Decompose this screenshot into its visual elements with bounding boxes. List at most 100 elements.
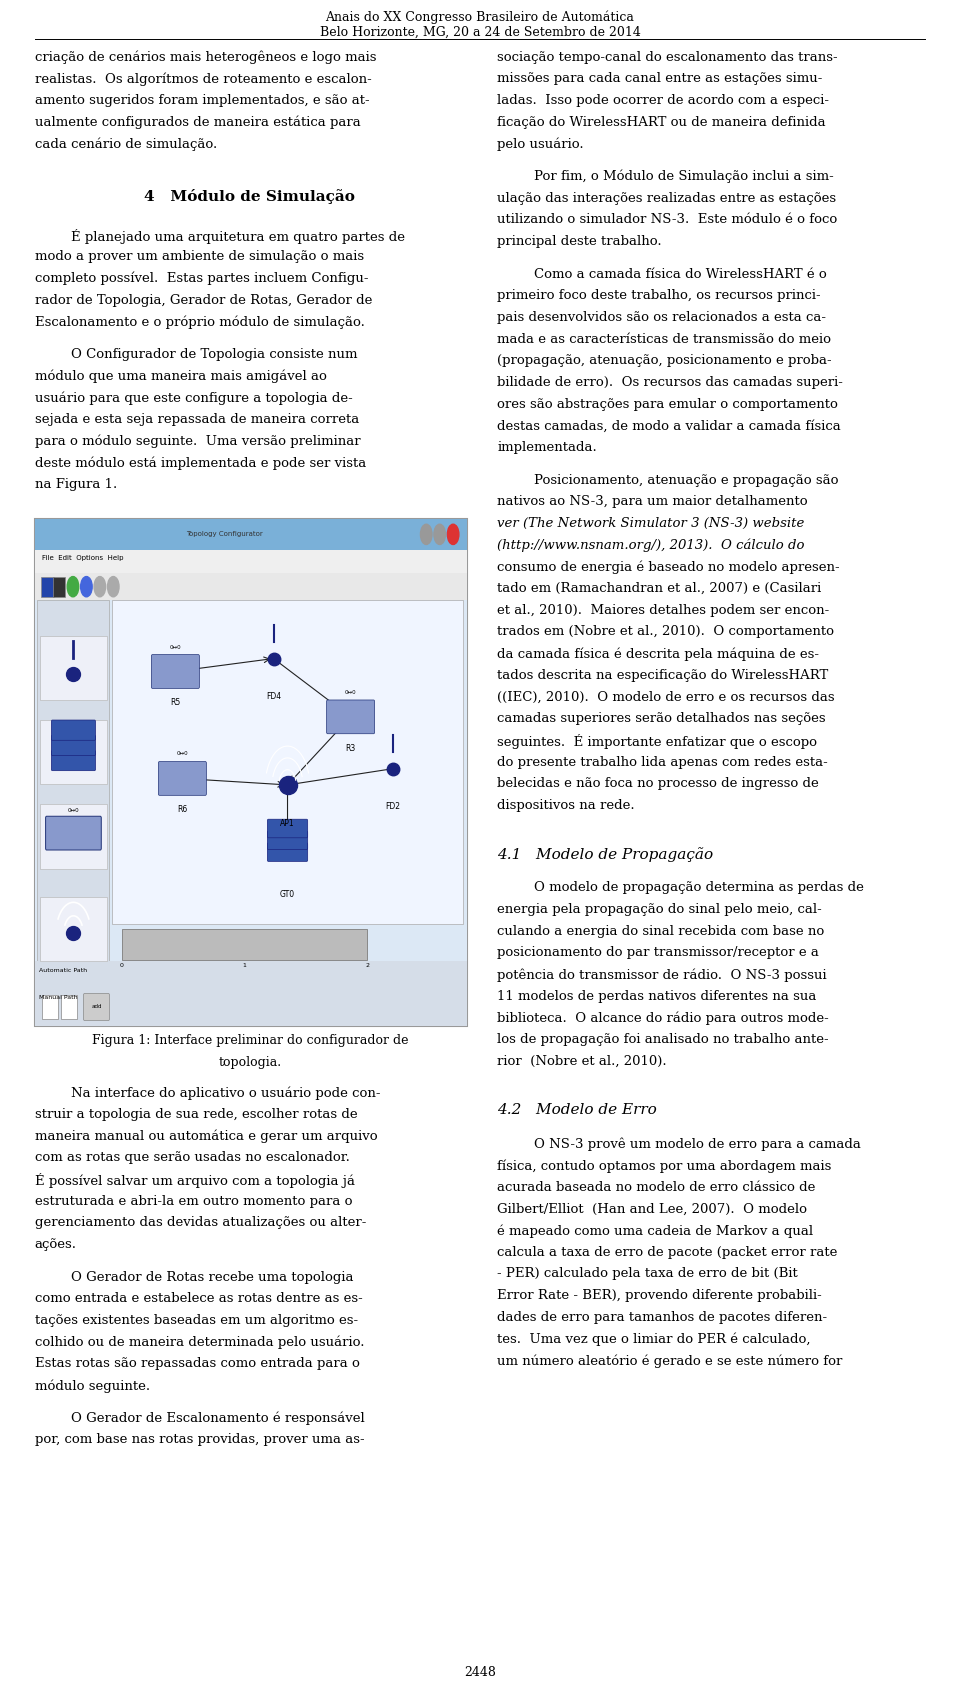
FancyBboxPatch shape (40, 805, 107, 869)
Text: potência do transmissor de rádio.  O NS-3 possui: potência do transmissor de rádio. O NS-3… (497, 969, 827, 982)
Circle shape (108, 577, 119, 598)
Text: 4   Módulo de Simulação: 4 Módulo de Simulação (144, 189, 355, 204)
Text: energia pela propagação do sinal pelo meio, cal-: energia pela propagação do sinal pelo me… (497, 903, 822, 917)
Text: módulo que uma maneira mais amigável ao: módulo que uma maneira mais amigável ao (35, 370, 326, 383)
Text: nativos ao NS-3, para um maior detalhamento: nativos ao NS-3, para um maior detalhame… (497, 495, 808, 508)
FancyBboxPatch shape (40, 721, 107, 785)
Text: na Figura 1.: na Figura 1. (35, 478, 117, 491)
Text: ladas.  Isso pode ocorrer de acordo com a especi-: ladas. Isso pode ocorrer de acordo com a… (497, 95, 829, 106)
Text: O modelo de propagação determina as perdas de: O modelo de propagação determina as perd… (534, 881, 864, 895)
Circle shape (94, 577, 106, 598)
Text: Por fim, o Módulo de Simulação inclui a sim-: Por fim, o Módulo de Simulação inclui a … (534, 170, 833, 184)
Text: belecidas e não foca no processo de ingresso de: belecidas e não foca no processo de ingr… (497, 776, 819, 790)
Text: AP1: AP1 (280, 819, 295, 827)
Text: maneira manual ou automática e gerar um arquivo: maneira manual ou automática e gerar um … (35, 1129, 377, 1143)
Text: calcula a taxa de erro de pacote (packet error rate: calcula a taxa de erro de pacote (packet… (497, 1246, 838, 1259)
Text: destas camadas, de modo a validar a camada física: destas camadas, de modo a validar a cama… (497, 419, 841, 432)
FancyBboxPatch shape (122, 930, 367, 960)
Text: trados em (Nobre et al., 2010).  O comportamento: trados em (Nobre et al., 2010). O compor… (497, 626, 834, 638)
FancyBboxPatch shape (41, 577, 54, 598)
FancyBboxPatch shape (42, 996, 58, 1020)
Text: completo possível.  Estas partes incluem Configu-: completo possível. Estas partes incluem … (35, 272, 368, 285)
FancyBboxPatch shape (267, 830, 307, 849)
Text: pelo usuário.: pelo usuário. (497, 137, 584, 150)
Text: amento sugeridos foram implementados, e são at-: amento sugeridos foram implementados, e … (35, 95, 370, 106)
Text: O Gerador de Rotas recebe uma topologia: O Gerador de Rotas recebe uma topologia (71, 1271, 353, 1283)
Text: pais desenvolvidos são os relacionados a esta ca-: pais desenvolvidos são os relacionados a… (497, 311, 827, 324)
Text: um número aleatório é gerado e se este número for: um número aleatório é gerado e se este n… (497, 1354, 843, 1367)
FancyBboxPatch shape (267, 842, 307, 861)
Text: seguintes.  É importante enfatizar que o escopo: seguintes. É importante enfatizar que o … (497, 734, 817, 749)
FancyBboxPatch shape (37, 601, 109, 962)
FancyBboxPatch shape (35, 962, 467, 1026)
Text: primeiro foco deste trabalho, os recursos princi-: primeiro foco deste trabalho, os recurso… (497, 289, 821, 302)
Text: los de propagação foi analisado no trabalho ante-: los de propagação foi analisado no traba… (497, 1033, 828, 1047)
Text: Estas rotas são repassadas como entrada para o: Estas rotas são repassadas como entrada … (35, 1357, 359, 1371)
FancyBboxPatch shape (52, 721, 96, 741)
Text: deste módulo está implementada e pode ser vista: deste módulo está implementada e pode se… (35, 456, 366, 469)
FancyBboxPatch shape (40, 636, 107, 701)
Text: física, contudo optamos por uma abordagem mais: física, contudo optamos por uma abordage… (497, 1160, 831, 1173)
Text: topologia.: topologia. (219, 1057, 282, 1069)
FancyBboxPatch shape (35, 520, 467, 1026)
Circle shape (81, 577, 92, 598)
Text: como entrada e estabelece as rotas dentre as es-: como entrada e estabelece as rotas dentr… (35, 1293, 362, 1305)
Text: da camada física é descrita pela máquina de es-: da camada física é descrita pela máquina… (497, 647, 819, 660)
Text: bilidade de erro).  Os recursos das camadas superi-: bilidade de erro). Os recursos das camad… (497, 376, 843, 388)
Text: sociação tempo-canal do escalonamento das trans-: sociação tempo-canal do escalonamento da… (497, 51, 838, 64)
Text: ações.: ações. (35, 1237, 77, 1251)
Text: consumo de energia é baseado no modelo apresen-: consumo de energia é baseado no modelo a… (497, 560, 840, 574)
Text: File  Edit  Options  Help: File Edit Options Help (42, 555, 124, 560)
Circle shape (447, 525, 459, 545)
Text: para o módulo seguinte.  Uma versão preliminar: para o módulo seguinte. Uma versão preli… (35, 434, 360, 447)
Text: modo a prover um ambiente de simulação o mais: modo a prover um ambiente de simulação o… (35, 250, 364, 263)
Text: posicionamento do par transmissor/receptor e a: posicionamento do par transmissor/recept… (497, 947, 819, 959)
Text: dades de erro para tamanhos de pacotes diferen-: dades de erro para tamanhos de pacotes d… (497, 1312, 828, 1323)
Text: sejada e esta seja repassada de maneira correta: sejada e esta seja repassada de maneira … (35, 414, 359, 425)
Text: gerenciamento das devidas atualizações ou alter-: gerenciamento das devidas atualizações o… (35, 1217, 366, 1229)
Text: R6: R6 (178, 805, 187, 814)
Text: 1: 1 (243, 964, 247, 969)
Text: Error Rate - BER), provendo diferente probabili-: Error Rate - BER), provendo diferente pr… (497, 1290, 822, 1301)
Text: tado em (Ramachandran et al., 2007) e (Casilari: tado em (Ramachandran et al., 2007) e (C… (497, 582, 822, 596)
Text: (http://www.nsnam.org/), 2013).  O cálculo do: (http://www.nsnam.org/), 2013). O cálcul… (497, 538, 804, 552)
Text: acurada baseada no modelo de erro clássico de: acurada baseada no modelo de erro clássi… (497, 1180, 816, 1193)
FancyBboxPatch shape (152, 655, 200, 689)
FancyBboxPatch shape (326, 701, 374, 734)
Text: Topology Configurator: Topology Configurator (185, 532, 262, 537)
Text: biblioteca.  O alcance do rádio para outros mode-: biblioteca. O alcance do rádio para outr… (497, 1011, 829, 1025)
Text: módulo seguinte.: módulo seguinte. (35, 1379, 150, 1393)
Text: et al., 2010).  Maiores detalhes podem ser encon-: et al., 2010). Maiores detalhes podem se… (497, 604, 829, 616)
Text: tados descrita na especificação do WirelessHART: tados descrita na especificação do Wirel… (497, 668, 828, 682)
FancyBboxPatch shape (52, 736, 96, 756)
Text: R3: R3 (346, 744, 356, 753)
Text: Figura 1: Interface preliminar do configurador de: Figura 1: Interface preliminar do config… (92, 1035, 409, 1047)
FancyBboxPatch shape (158, 761, 206, 795)
FancyBboxPatch shape (112, 601, 463, 925)
Text: dispositivos na rede.: dispositivos na rede. (497, 798, 635, 812)
Text: ualmente configurados de maneira estática para: ualmente configurados de maneira estátic… (35, 116, 360, 130)
Text: tes.  Uma vez que o limiar do PER é calculado,: tes. Uma vez que o limiar do PER é calcu… (497, 1332, 811, 1345)
Text: 2: 2 (365, 964, 370, 969)
Text: rador de Topologia, Gerador de Rotas, Gerador de: rador de Topologia, Gerador de Rotas, Ge… (35, 294, 372, 307)
Text: é mapeado como uma cadeia de Markov a qual: é mapeado como uma cadeia de Markov a qu… (497, 1224, 813, 1237)
Text: struir a topologia de sua rede, escolher rotas de: struir a topologia de sua rede, escolher… (35, 1107, 357, 1121)
Circle shape (67, 577, 79, 598)
Text: por, com base nas rotas providas, prover uma as-: por, com base nas rotas providas, prover… (35, 1433, 364, 1447)
Text: colhido ou de maneira determinada pelo usuário.: colhido ou de maneira determinada pelo u… (35, 1335, 364, 1349)
Text: FD2: FD2 (385, 802, 400, 812)
Text: O Gerador de Escalonamento é responsável: O Gerador de Escalonamento é responsável (71, 1411, 365, 1425)
Text: O Configurador de Topologia consiste num: O Configurador de Topologia consiste num (71, 348, 357, 361)
Text: 4.1   Modelo de Propagação: 4.1 Modelo de Propagação (497, 847, 713, 861)
Circle shape (434, 525, 445, 545)
Text: 2448: 2448 (464, 1666, 496, 1680)
Text: 0↔0: 0↔0 (170, 645, 181, 650)
Text: realistas.  Os algorítmos de roteamento e escalon-: realistas. Os algorítmos de roteamento e… (35, 73, 372, 86)
Text: (propagação, atenuação, posicionamento e proba-: (propagação, atenuação, posicionamento e… (497, 354, 832, 368)
Text: criação de cenários mais heterogêneos e logo mais: criação de cenários mais heterogêneos e … (35, 51, 376, 64)
Text: implementada.: implementada. (497, 441, 597, 454)
FancyBboxPatch shape (35, 550, 467, 574)
Text: Como a camada física do WirelessHART é o: Como a camada física do WirelessHART é o (534, 268, 827, 280)
FancyBboxPatch shape (52, 751, 96, 771)
Text: 0↔0: 0↔0 (345, 690, 356, 695)
